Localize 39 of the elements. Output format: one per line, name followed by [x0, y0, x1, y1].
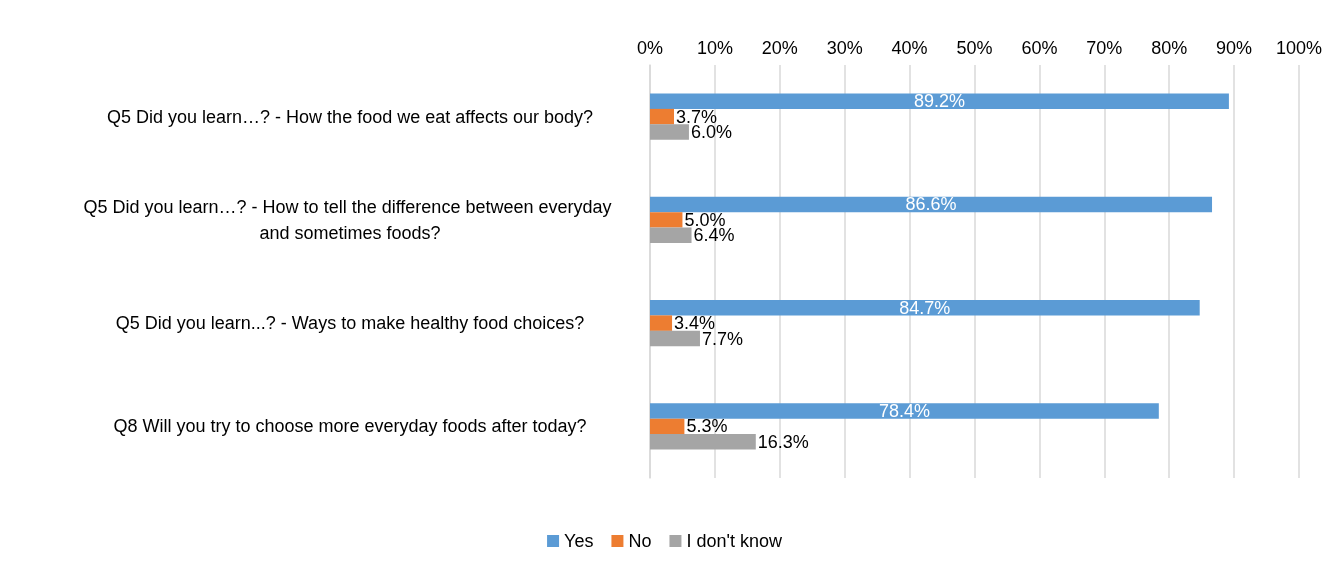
legend-label: I don't know: [686, 531, 783, 551]
y-tick-label: Q5 Did you learn…? - How the food we eat affects our body?: [107, 106, 593, 127]
data-label: 6.0%: [690, 122, 732, 143]
data-label: 7.7%: [701, 328, 743, 349]
bar: [650, 418, 685, 435]
data-label: 89.2%: [913, 91, 965, 112]
data-label: 16.3%: [757, 431, 809, 452]
y-tick-label: Q5 Did you learn…? - How to tell the difference between everyday and sometimes foods?: [83, 196, 617, 243]
data-label: 86.6%: [905, 194, 957, 215]
data-label: 5.3%: [686, 416, 728, 437]
x-tick-label: 70%: [1086, 38, 1123, 58]
bar: [650, 403, 1159, 419]
x-tick-label: 40%: [891, 38, 928, 58]
x-tick-label: 100%: [1275, 38, 1323, 58]
bar: [650, 315, 673, 331]
data-label: 78.4%: [878, 400, 930, 421]
bar: [650, 108, 675, 125]
bar: [650, 330, 700, 347]
x-tick-label: 0%: [636, 38, 664, 58]
x-tick-label: 60%: [1021, 38, 1058, 58]
data-label: 6.4%: [693, 225, 735, 246]
bar: [650, 212, 683, 228]
bar: [650, 93, 1229, 109]
x-tick-label: 50%: [956, 38, 993, 58]
y-tick-label: Q5 Did you learn...? - Ways to make healthy food choices?: [115, 313, 585, 334]
bar: [650, 434, 756, 450]
bar: [650, 227, 692, 244]
x-tick-label: 10%: [696, 38, 733, 58]
legend-label: No: [628, 531, 652, 551]
x-tick-label: 20%: [761, 38, 798, 58]
x-tick-label: 80%: [1151, 38, 1188, 58]
bar: [650, 299, 1200, 316]
x-tick-label: 90%: [1216, 38, 1253, 58]
bar: [650, 196, 1213, 213]
bar: [650, 124, 689, 140]
legend-label: Yes: [564, 531, 594, 551]
x-tick-label: 30%: [826, 38, 863, 58]
y-tick-label: Q8 Will you try to choose more everyday foods after today?: [113, 416, 587, 437]
data-label: 84.7%: [899, 297, 951, 318]
